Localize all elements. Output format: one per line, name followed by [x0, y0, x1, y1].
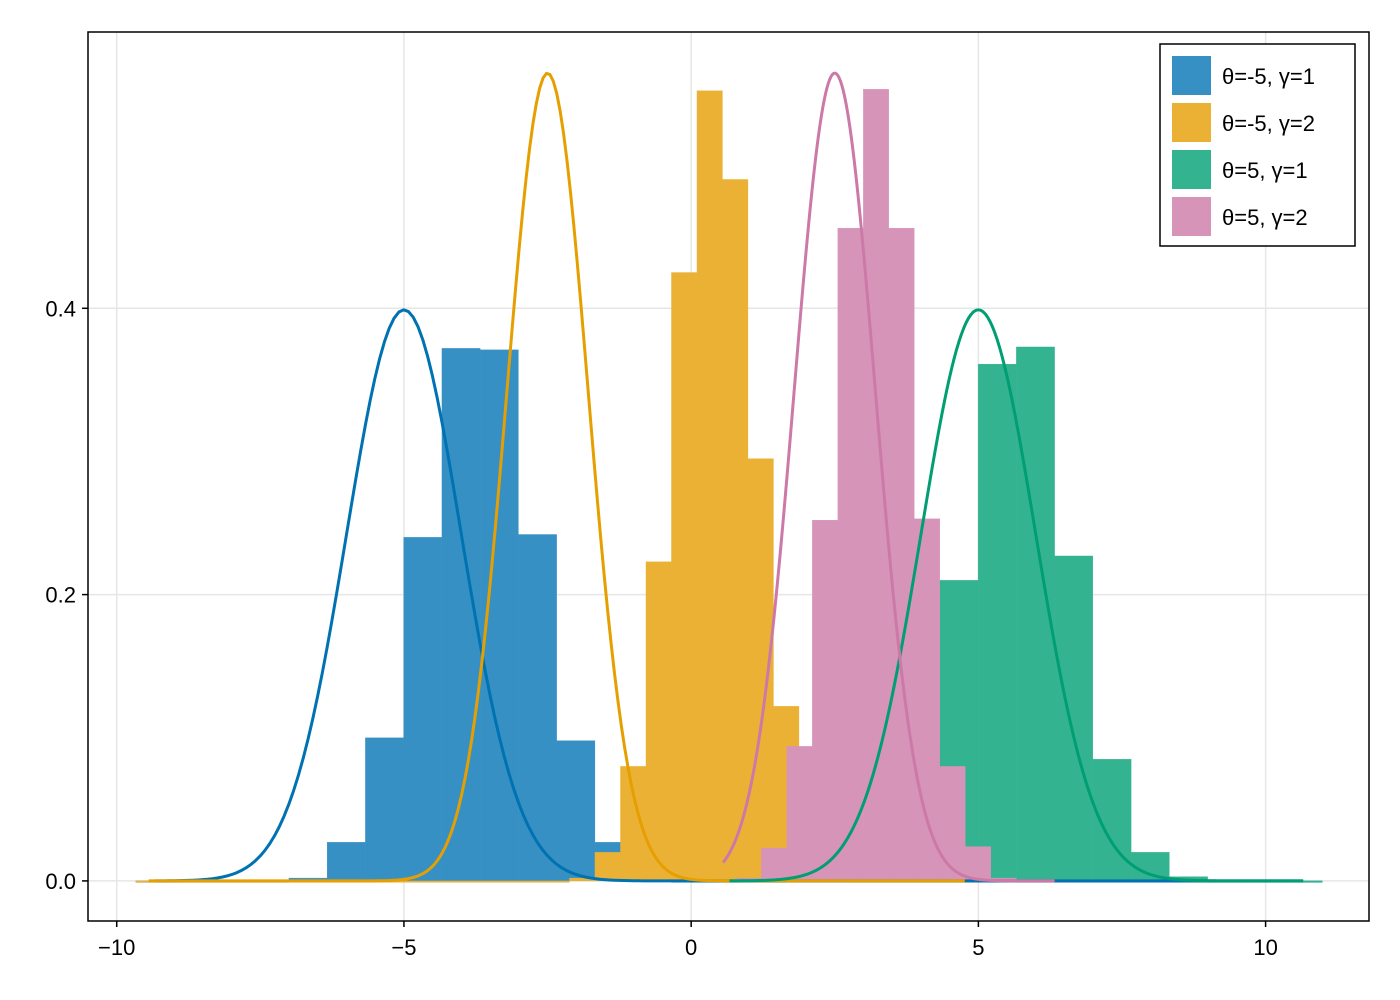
density-curve-4	[721, 71, 1055, 883]
histogram-bar	[722, 179, 749, 882]
histogram-bar	[1054, 555, 1094, 882]
histogram-bar	[812, 520, 838, 882]
legend-item-3: θ=5, γ=1	[1172, 150, 1308, 189]
histogram-bar	[786, 746, 813, 882]
histogram-bar	[671, 272, 698, 882]
y-tick-label: 0.0	[45, 869, 76, 894]
histogram-bar	[977, 363, 1017, 882]
histogram-bar	[837, 227, 864, 882]
y-axis: 0.0 0.2 0.4	[45, 296, 88, 894]
histogram-bar	[441, 880, 468, 883]
density-curve-2	[148, 71, 965, 883]
x-tick-label: −10	[98, 935, 135, 960]
x-tick-label: 10	[1253, 935, 1277, 960]
histogram-bar	[416, 880, 443, 883]
legend-label: θ=-5, γ=1	[1222, 64, 1315, 89]
x-tick-label: 5	[972, 935, 984, 960]
histogram-bar	[365, 737, 404, 882]
histogram-bar	[696, 90, 723, 882]
legend-label: θ=5, γ=2	[1222, 205, 1308, 230]
density-curves	[148, 71, 1304, 883]
histogram-bar	[467, 880, 494, 883]
histogram-bar	[403, 537, 443, 882]
legend-item-4: θ=5, γ=2	[1172, 197, 1308, 236]
histogram-bar	[939, 766, 966, 882]
histogram-bar	[965, 846, 991, 882]
legend-item-2: θ=-5, γ=2	[1172, 103, 1315, 142]
x-tick-label: −5	[391, 935, 416, 960]
x-tick-label: 0	[685, 935, 697, 960]
histogram-bar	[556, 740, 596, 882]
legend: θ=-5, γ=1 θ=-5, γ=2 θ=5, γ=1 θ=5, γ=2	[1159, 43, 1356, 247]
histogram-bar	[326, 842, 366, 882]
legend-swatch	[1172, 197, 1211, 236]
y-tick-label: 0.4	[45, 296, 76, 321]
histogram-bars	[135, 89, 1323, 883]
histogram-bar	[543, 880, 570, 883]
histogram-bar	[888, 227, 915, 882]
legend-swatch	[1172, 56, 1211, 95]
histogram-bar	[518, 534, 557, 882]
bar-series-2	[135, 90, 978, 883]
density-curve-3	[729, 308, 1304, 883]
bar-series-1	[135, 348, 1322, 883]
legend-item-1: θ=-5, γ=1	[1172, 56, 1315, 95]
histogram-bar	[492, 880, 519, 883]
legend-swatch	[1172, 103, 1211, 142]
histogram-bar	[518, 880, 545, 883]
x-axis: −10 −5 0 5 10	[98, 921, 1278, 960]
histogram-bar	[594, 852, 621, 882]
histogram-bar	[914, 518, 940, 882]
histogram-bar	[645, 561, 672, 882]
legend-label: θ=-5, γ=2	[1222, 111, 1315, 136]
legend-label: θ=5, γ=1	[1222, 158, 1308, 183]
y-tick-label: 0.2	[45, 583, 76, 608]
legend-swatch	[1172, 150, 1211, 189]
histogram-bar	[761, 847, 787, 882]
plot-frame	[87, 31, 1370, 922]
